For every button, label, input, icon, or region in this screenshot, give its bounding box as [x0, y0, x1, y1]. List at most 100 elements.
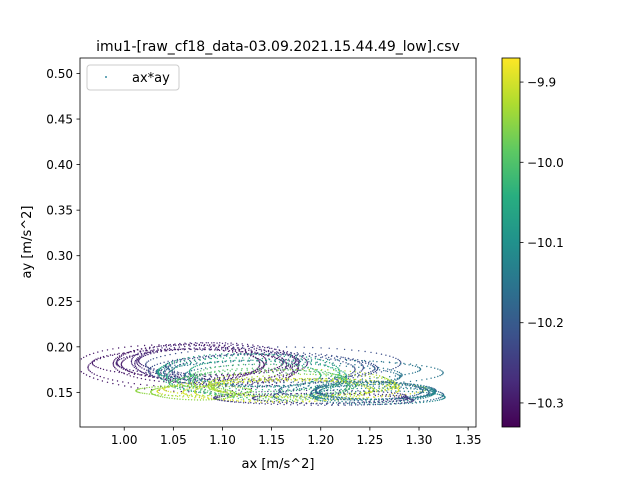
data-point	[296, 393, 299, 395]
data-point	[291, 373, 293, 376]
data-point	[335, 379, 338, 381]
data-point	[250, 402, 252, 404]
data-point	[327, 396, 330, 398]
data-point	[184, 389, 186, 391]
data-point	[387, 401, 389, 403]
data-point	[324, 385, 327, 387]
data-point	[418, 367, 420, 369]
data-point	[112, 364, 115, 366]
data-point	[332, 379, 334, 382]
data-point	[157, 349, 159, 351]
data-point	[264, 358, 267, 360]
data-point	[203, 375, 205, 378]
data-point	[283, 393, 285, 395]
data-point	[293, 371, 296, 373]
data-point	[137, 352, 139, 354]
data-point	[420, 384, 422, 387]
data-point	[285, 352, 288, 354]
data-point	[171, 397, 173, 400]
data-point	[337, 371, 339, 373]
data-point	[330, 387, 332, 390]
data-point	[179, 388, 182, 390]
data-point	[325, 389, 328, 392]
data-point	[253, 393, 255, 396]
data-point	[137, 349, 139, 351]
data-point	[345, 359, 348, 361]
data-point	[190, 382, 192, 384]
data-point	[204, 347, 206, 349]
data-point	[437, 368, 439, 370]
data-point	[220, 356, 222, 358]
data-point	[219, 396, 221, 398]
data-point	[171, 383, 173, 385]
data-point	[164, 354, 166, 357]
data-point	[280, 354, 282, 356]
data-point	[385, 395, 387, 397]
data-point	[150, 353, 152, 355]
data-point	[437, 397, 440, 399]
data-point	[384, 389, 386, 392]
data-point	[178, 348, 180, 350]
data-point	[142, 372, 144, 374]
data-point	[318, 371, 320, 373]
data-point	[181, 348, 183, 350]
data-point	[397, 388, 399, 390]
data-point	[133, 383, 135, 385]
data-point	[146, 384, 148, 386]
data-point	[291, 399, 294, 402]
data-point	[116, 364, 118, 366]
data-point	[189, 379, 191, 382]
data-point	[173, 347, 176, 349]
data-point	[333, 398, 335, 400]
data-point	[296, 370, 299, 372]
data-point	[199, 363, 202, 365]
data-point	[152, 369, 155, 371]
data-point	[316, 368, 318, 371]
data-point	[259, 371, 261, 374]
data-point	[194, 397, 196, 399]
data-point	[295, 395, 297, 397]
data-point	[385, 382, 387, 384]
data-point	[247, 393, 250, 396]
data-point	[163, 380, 165, 382]
data-point	[158, 345, 160, 347]
data-point	[345, 373, 347, 375]
data-point	[270, 393, 272, 395]
data-point	[258, 348, 260, 351]
data-point	[188, 377, 191, 379]
data-point	[234, 350, 237, 352]
data-point	[419, 391, 421, 393]
data-point	[260, 368, 263, 370]
data-point	[338, 376, 341, 379]
data-point	[145, 371, 147, 374]
data-point	[342, 397, 344, 399]
data-point	[378, 375, 381, 377]
data-point	[402, 397, 405, 400]
data-point	[97, 366, 99, 369]
data-point	[308, 361, 310, 363]
data-point	[139, 374, 141, 376]
data-point	[260, 370, 263, 373]
data-point	[425, 387, 427, 389]
data-point	[325, 377, 328, 380]
data-point	[290, 379, 292, 381]
data-point	[179, 358, 181, 361]
data-point	[304, 365, 307, 368]
data-point	[392, 368, 394, 370]
data-point	[305, 356, 308, 358]
data-point	[302, 383, 305, 386]
data-point	[256, 386, 259, 388]
data-point	[232, 343, 234, 346]
data-point	[274, 393, 277, 395]
data-point	[423, 386, 425, 389]
data-point	[259, 384, 261, 387]
data-point	[242, 400, 245, 402]
data-point	[313, 392, 315, 394]
data-point	[354, 368, 356, 370]
data-point	[293, 353, 296, 355]
data-point	[353, 392, 356, 395]
data-point	[166, 350, 168, 352]
data-point	[337, 383, 340, 385]
data-point	[264, 396, 266, 398]
data-point	[212, 379, 214, 382]
